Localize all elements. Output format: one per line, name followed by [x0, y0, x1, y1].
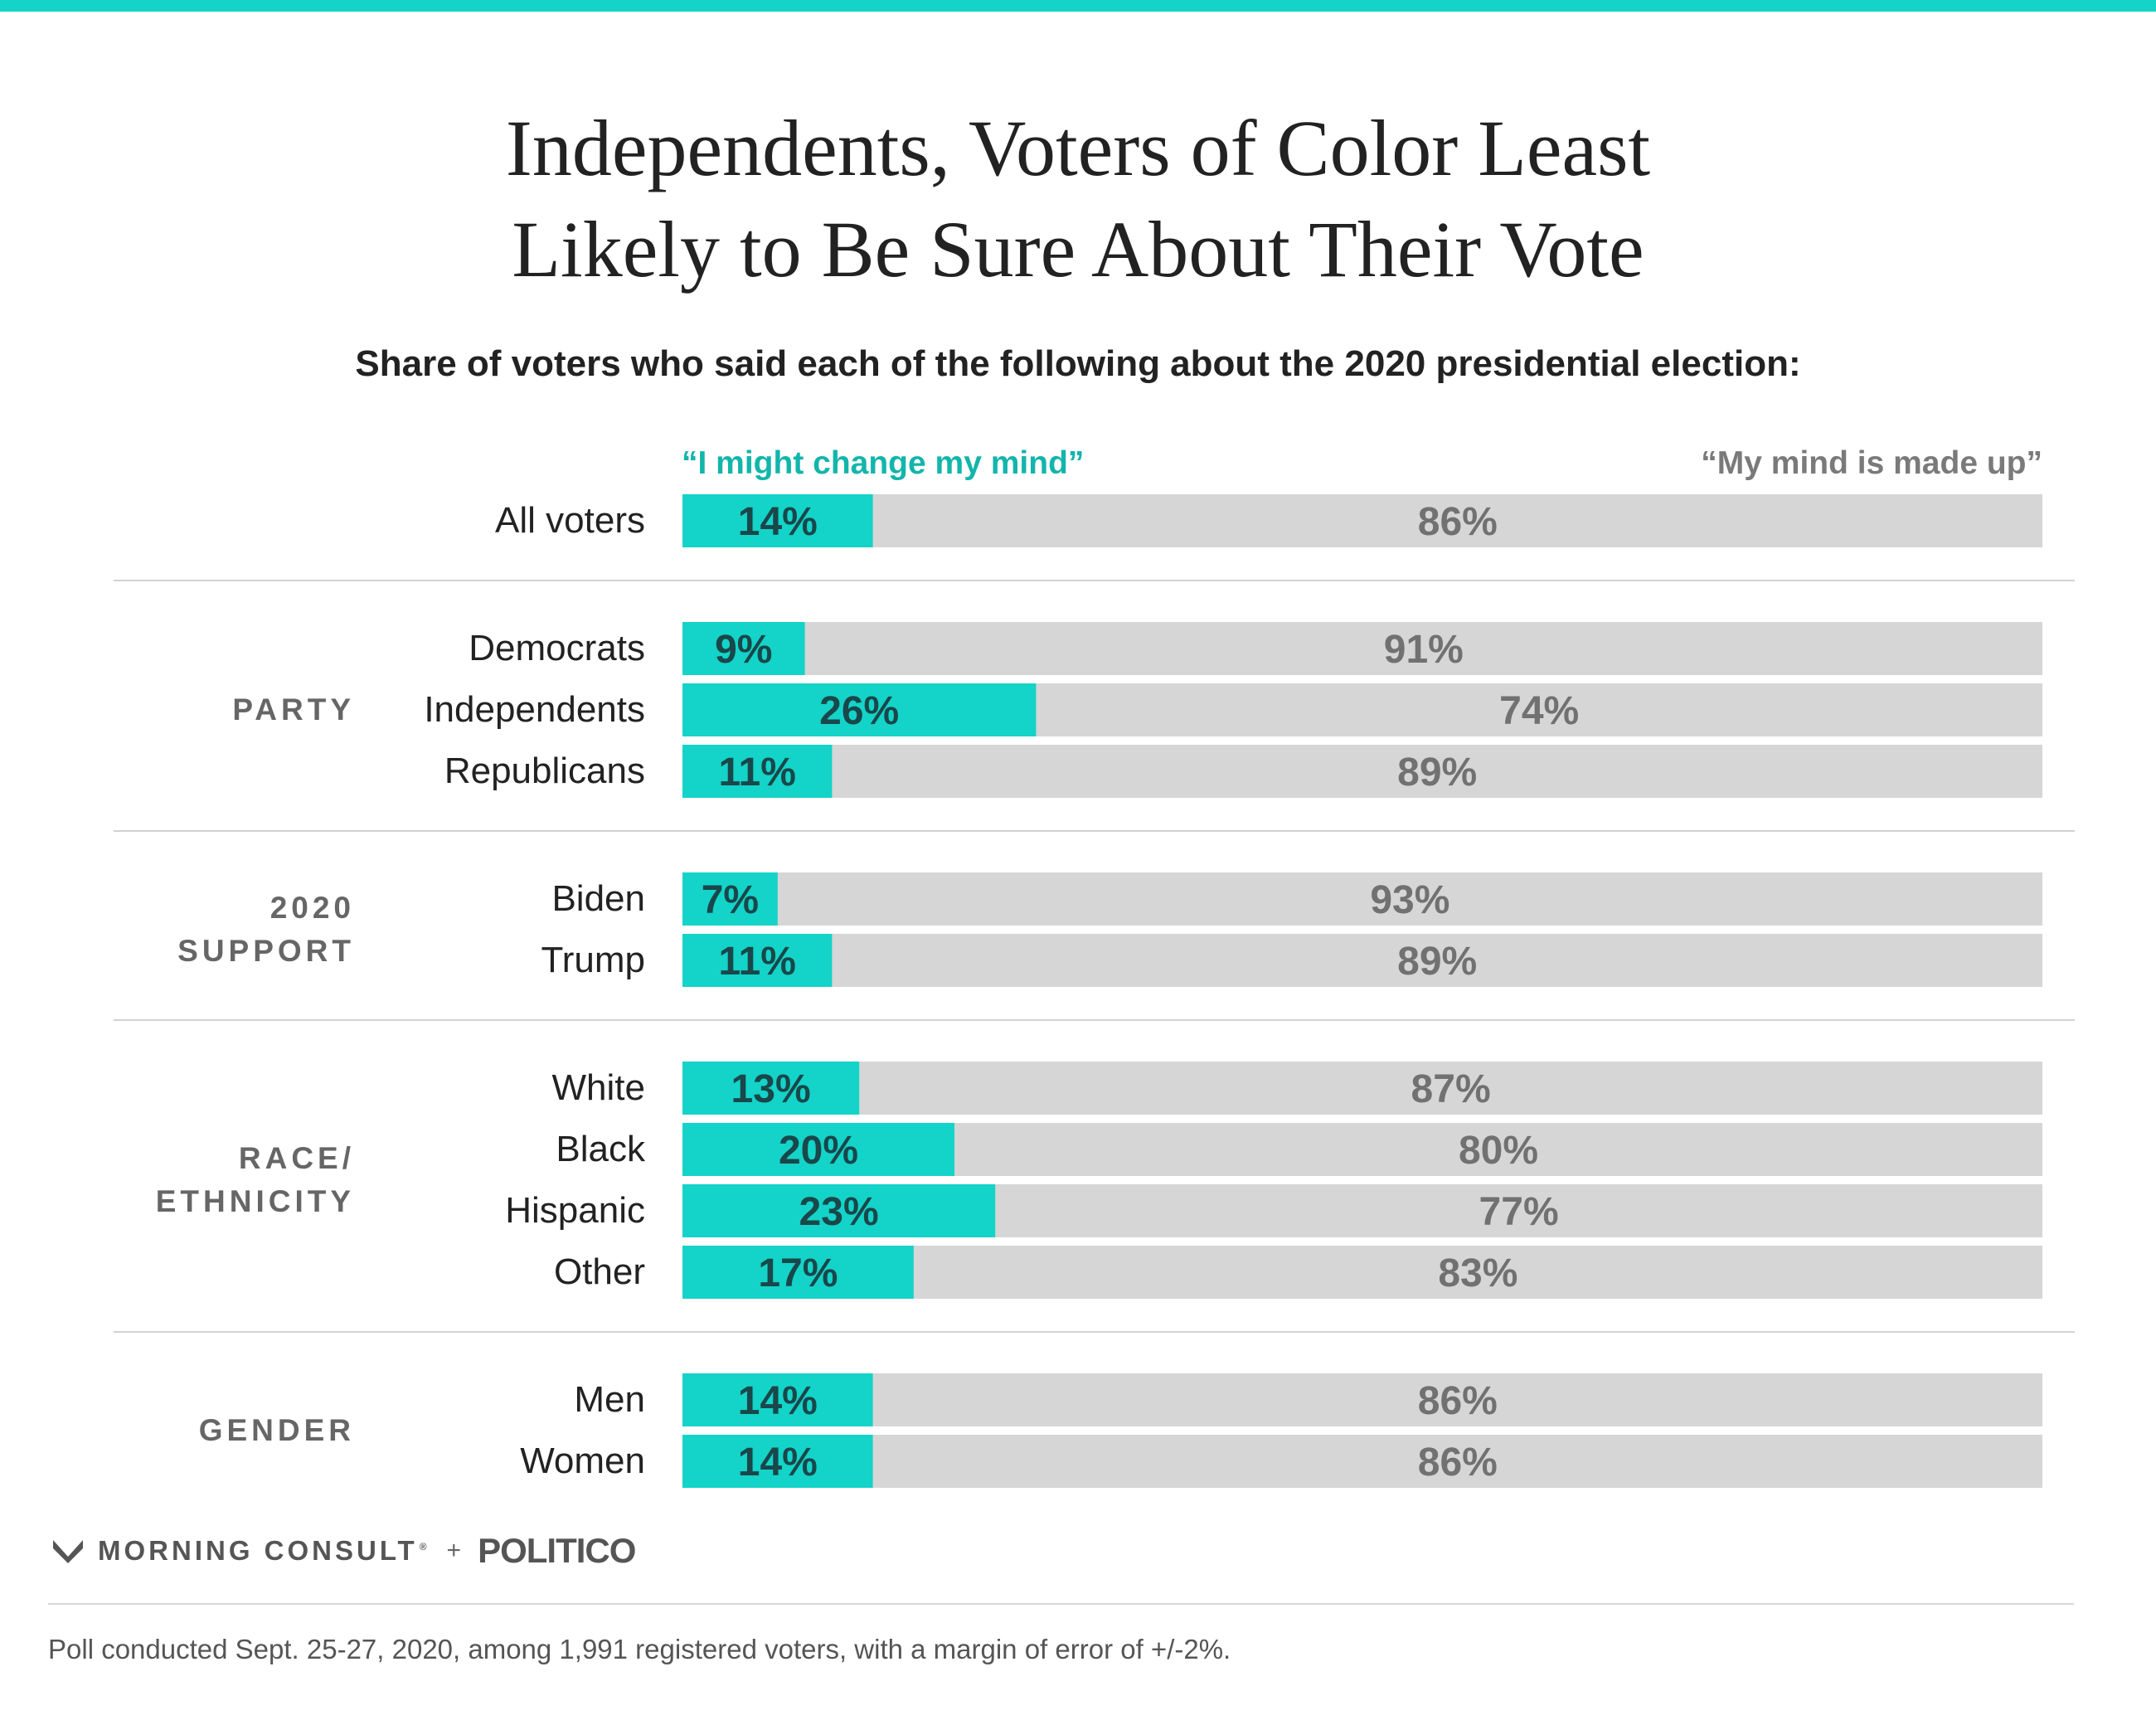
value-label-might-change: 11% — [718, 940, 795, 984]
value-label-mind-made-up: 87% — [1411, 1067, 1491, 1111]
bar-mind-made-up — [682, 494, 2042, 547]
footer-divider — [48, 1603, 2074, 1605]
row-label: All voters — [495, 500, 645, 541]
footer-logos: MORNING CONSULT ® + POLITICO — [51, 1526, 636, 1576]
value-label-might-change: 7% — [702, 878, 759, 922]
morning-consult-wordmark: MORNING CONSULT ® — [98, 1535, 430, 1566]
legend-mind-made-up: “My mind is made up” — [1701, 445, 2042, 481]
title-line-1: Independents, Voters of Color Least — [505, 104, 1651, 192]
bar-might-change — [682, 1373, 873, 1426]
bar-might-change — [682, 683, 1037, 736]
trademark-mark: ® — [419, 1541, 430, 1552]
bar-might-change — [682, 872, 778, 926]
row-label: White — [552, 1067, 645, 1108]
bar-mind-made-up — [682, 1062, 2042, 1115]
bar-might-change — [682, 1435, 873, 1488]
value-label-mind-made-up: 86% — [1418, 1379, 1498, 1423]
bar-mind-made-up — [682, 934, 2042, 987]
logo-plus: + — [446, 1537, 462, 1564]
stacked-bar-chart: All voters 14% 86% Democrats 9% 91% Independen… — [114, 494, 2075, 1488]
value-label-mind-made-up: 89% — [1397, 940, 1477, 984]
bar-might-change — [682, 494, 873, 547]
value-label-mind-made-up: 93% — [1370, 878, 1449, 922]
value-label-mind-made-up: 74% — [1499, 689, 1579, 733]
category-label: 2020 SUPPORT — [56, 887, 355, 973]
footnote: Poll conducted Sept. 25-27, 2020, among … — [48, 1634, 1231, 1664]
bar-mind-made-up — [682, 622, 2042, 675]
bar-mind-made-up — [682, 745, 2042, 798]
value-label-mind-made-up: 86% — [1418, 500, 1498, 544]
chart-subtitle: Share of voters who said each of the fol… — [355, 343, 1801, 384]
value-label-mind-made-up: 80% — [1459, 1129, 1538, 1173]
politico-wordmark: POLITICO — [478, 1531, 636, 1570]
morning-consult-logo-icon — [53, 1540, 83, 1563]
row-label: Men — [574, 1379, 645, 1420]
legend-might-change: “I might change my mind” — [682, 445, 1085, 481]
bar-might-change — [682, 1062, 860, 1115]
value-label-might-change: 9% — [715, 628, 772, 672]
top-accent-bar — [0, 0, 2156, 12]
value-label-mind-made-up: 77% — [1479, 1190, 1559, 1234]
bar-might-change — [682, 622, 805, 675]
bar-mind-made-up — [682, 1373, 2042, 1426]
bar-might-change — [682, 1246, 914, 1299]
category-label-line: GENDER — [198, 1413, 355, 1447]
bar-might-change — [682, 745, 833, 798]
value-label-might-change: 13% — [731, 1067, 811, 1111]
value-label-mind-made-up: 89% — [1397, 751, 1477, 794]
row-label: Hispanic — [505, 1190, 645, 1231]
chart-title: Independents, Voters of Color Least Like… — [0, 98, 2156, 300]
value-label-might-change: 20% — [779, 1129, 858, 1173]
row-label: Black — [556, 1129, 646, 1169]
value-label-might-change: 23% — [799, 1190, 879, 1234]
category-label: PARTY — [56, 688, 355, 731]
category-label-line: ETHNICITY — [155, 1184, 355, 1218]
value-label-mind-made-up: 91% — [1384, 628, 1464, 672]
category-label: GENDER — [56, 1409, 355, 1452]
bar-mind-made-up — [682, 1435, 2042, 1488]
category-label-line: SUPPORT — [177, 934, 355, 968]
bar-might-change — [682, 934, 833, 987]
value-label-might-change: 14% — [738, 1441, 818, 1484]
category-label-line: 2020 — [270, 891, 355, 925]
row-label: Other — [554, 1251, 645, 1292]
bar-might-change — [682, 1184, 996, 1237]
value-label-might-change: 26% — [819, 689, 899, 733]
row-label: Independents — [424, 689, 645, 730]
category-label: RACE/ETHNICITY — [56, 1137, 355, 1223]
category-label-line: PARTY — [232, 692, 355, 726]
row-label: Biden — [551, 878, 645, 919]
row-label: Trump — [541, 940, 646, 980]
category-label-line: RACE/ — [238, 1141, 355, 1175]
value-label-might-change: 14% — [738, 500, 818, 544]
value-label-might-change: 11% — [718, 751, 795, 794]
row-label: Democrats — [469, 628, 645, 668]
bar-mind-made-up — [682, 872, 2042, 926]
bar-might-change — [682, 1123, 954, 1176]
value-label-might-change: 14% — [738, 1379, 818, 1423]
value-label-mind-made-up: 86% — [1418, 1441, 1498, 1484]
value-label-mind-made-up: 83% — [1438, 1251, 1517, 1295]
row-label: Republicans — [444, 751, 645, 791]
title-line-2: Likely to Be Sure About Their Vote — [512, 205, 1644, 294]
value-label-might-change: 17% — [758, 1251, 838, 1295]
row-label: Women — [520, 1441, 645, 1481]
